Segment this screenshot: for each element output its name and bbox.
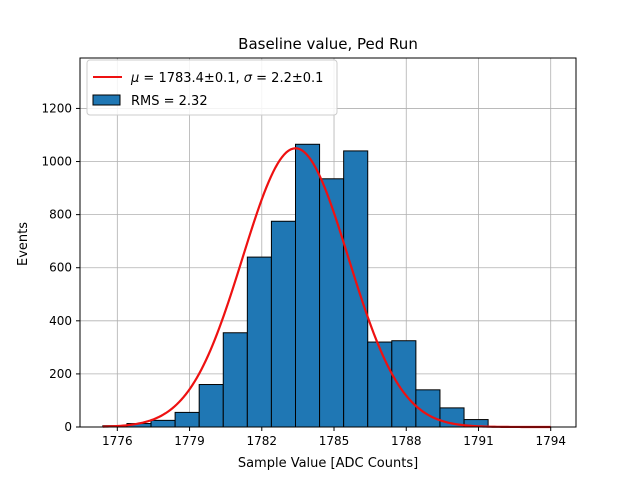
legend-mu-symbol: μ [130,71,139,86]
histogram-bar [319,178,345,428]
fit-curve [102,147,551,429]
histogram-bar [270,220,296,428]
x-tick-label: 1776 [102,434,133,448]
y-tick-label: 1200 [41,101,72,115]
legend: μ = 1783.4±0.1, σ = 2.2±0.1 RMS = 2.32 [86,59,338,116]
legend-sigma-symbol: σ [244,71,253,86]
gaussian-fit [102,147,551,429]
x-tick-label: 1791 [463,434,494,448]
x-tick-label: 1794 [535,434,566,448]
x-tick-label: 1785 [319,434,350,448]
y-axis: 0 200 400 600 800 1000 1200 [41,101,80,434]
x-tick-label: 1788 [391,434,422,448]
legend-mu-text: = 1783.4±0.1, [139,71,243,86]
histogram-bar [391,340,417,428]
x-tick-label: 1779 [174,434,205,448]
y-tick-label: 1000 [41,155,72,169]
y-tick-label: 600 [49,261,72,275]
y-tick-label: 400 [49,314,72,328]
histogram-bar [246,256,272,428]
legend-box [86,59,338,116]
y-tick-label: 800 [49,208,72,222]
legend-sigma-text: = 2.2±0.1 [252,71,323,86]
plot-frame [79,57,577,428]
legend-fit-label: μ = 1783.4±0.1, σ = 2.2±0.1 [130,71,323,86]
legend-hist-swatch [92,94,121,106]
chart-title: Baseline value, Ped Run [238,35,418,53]
histogram-bar [174,411,200,428]
histogram-bars [102,143,489,428]
y-tick-label: 200 [49,367,72,381]
x-axis-label: Sample Value [ADC Counts] [238,456,418,471]
x-axis: 1776 1779 1782 1785 1788 1791 1794 [102,427,566,448]
histogram-bar [198,384,224,428]
histogram-bar [367,341,393,428]
x-tick-label: 1782 [247,434,278,448]
histogram-bar [294,143,321,428]
y-tick-label: 0 [64,420,72,434]
y-axis-label: Events [16,222,31,266]
legend-hist-label: RMS = 2.32 [131,94,208,109]
histogram-bar [343,150,369,428]
histogram-bar [222,332,248,428]
histogram-bar [150,419,176,428]
